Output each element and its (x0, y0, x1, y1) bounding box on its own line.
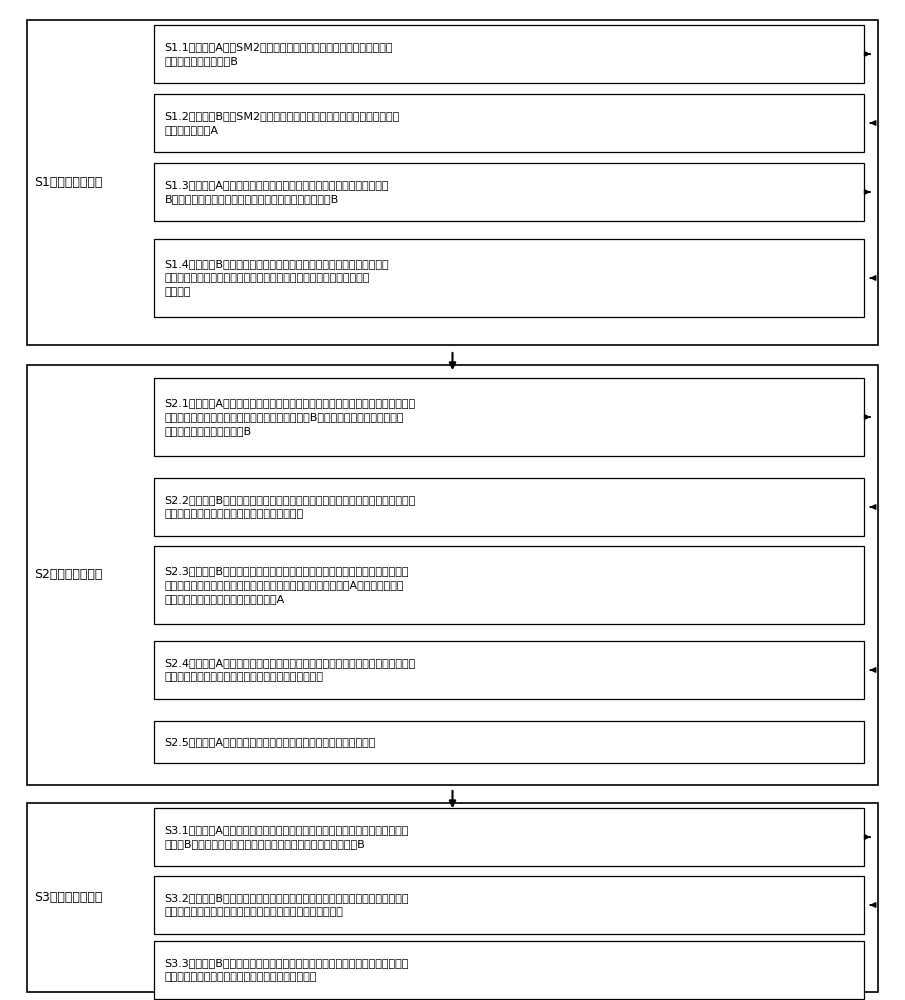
Text: S2.1、客户端A根据约定杂凑算法计算待签名信息的摘要并生成随机数计算第一部
分签名，使用临时对称密钥加密后，再使用服务端B的临时公钥加密临时对称密钥
作为数字: S2.1、客户端A根据约定杂凑算法计算待签名信息的摘要并生成随机数计算第一部 分… (165, 398, 415, 436)
Text: S3.2、服务端B接收数据后使用私钥分量解密获得临时对称密钥，再通过临时对
称密钥解密数字信封内容获得完整签名信息和原始待签名信息: S3.2、服务端B接收数据后使用私钥分量解密获得临时对称密钥，再通过临时对 称密… (165, 893, 409, 917)
Text: S3、验证签名阶段: S3、验证签名阶段 (34, 891, 103, 904)
Text: S3.3、服务端B将原始待签名信息根据约定杂凑算法计算生成摘要后，根据完整
签名信息和生成的摘要进行计算对比，完成签名验证: S3.3、服务端B将原始待签名信息根据约定杂凑算法计算生成摘要后，根据完整 签名… (165, 958, 409, 982)
Text: S2.5、客户端A根据各部分签名信息计算出完整签名信息并进行输出: S2.5、客户端A根据各部分签名信息计算出完整签名信息并进行输出 (165, 737, 376, 747)
Bar (27, 20, 878, 345)
Bar (154, 25, 864, 83)
Text: S1.1、客户端A根据SM2椭圆曲线生成私钥分量和临时公钥，并把临时
临时公钥发送给服务端B: S1.1、客户端A根据SM2椭圆曲线生成私钥分量和临时公钥，并把临时 临时公钥发… (165, 42, 393, 66)
Text: S1.2、服务端B根据SM2椭圆曲线生成私钥分量和临时公钥，并把临时公
钥发送给客户端A: S1.2、服务端B根据SM2椭圆曲线生成私钥分量和临时公钥，并把临时公 钥发送给… (165, 111, 400, 135)
Bar (154, 94, 864, 152)
Bar (27, 365, 878, 785)
Bar (154, 641, 864, 699)
Text: S1.3、客户端A使用生成临时对称密钥加密中间计算数据，并使用服务端
B的临时公钥加密临时对密钥作为数字信封传输给服务端B: S1.3、客户端A使用生成临时对称密钥加密中间计算数据，并使用服务端 B的临时公… (165, 180, 389, 204)
Bar (154, 478, 864, 536)
Bar (154, 163, 864, 221)
Text: S2、协同签名阶段: S2、协同签名阶段 (34, 568, 103, 582)
Bar (154, 378, 864, 456)
Bar (27, 803, 878, 992)
Text: S2.3、服务端B通过生成的临时随机数、摘要信息和第一部分签名计算出第二、
三、四部分签名，并生成临时对称密钥将其加密，再使用客户端A临时公钥加密临
时对称密钥: S2.3、服务端B通过生成的临时随机数、摘要信息和第一部分签名计算出第二、 三、… (165, 566, 409, 604)
Bar (154, 721, 864, 763)
Bar (154, 239, 864, 317)
Bar (154, 808, 864, 866)
Bar (154, 941, 864, 999)
Bar (154, 876, 864, 934)
Text: S2.2、服务端B接收数据后使用私钥分量解密获得临时对称密钥，再通过临时对称
密钥解密数字信封内容获得摘要和第一部分签名: S2.2、服务端B接收数据后使用私钥分量解密获得临时对称密钥，再通过临时对称 密… (165, 495, 416, 519)
Text: S1.4、服务端B接收到数据后使用私钥分量解密获得临时对密钥，再通过
临时对称密钥解密数字信封内容获得中间数据，并计算得出协同签名使
用的公钥: S1.4、服务端B接收到数据后使用私钥分量解密获得临时对密钥，再通过 临时对称密… (165, 259, 389, 297)
Text: S2.4、客户端A接收数据后使用私钥分量解密获得临时对称密钥，再通过临时对称
密钥解密数字信封内容获得第二、三、四部分签名信息: S2.4、客户端A接收数据后使用私钥分量解密获得临时对称密钥，再通过临时对称 密… (165, 658, 416, 682)
Text: S3.1、客户端A使用临时对称密钥加密完整签名信息和原始待签名信息，再使用
服务端B的临时公钥加密临时对称密钥作为数字信封传输给服务端B: S3.1、客户端A使用临时对称密钥加密完整签名信息和原始待签名信息，再使用 服务… (165, 825, 409, 849)
Bar (154, 546, 864, 624)
Text: S1、密钥分发阶段: S1、密钥分发阶段 (34, 176, 103, 189)
